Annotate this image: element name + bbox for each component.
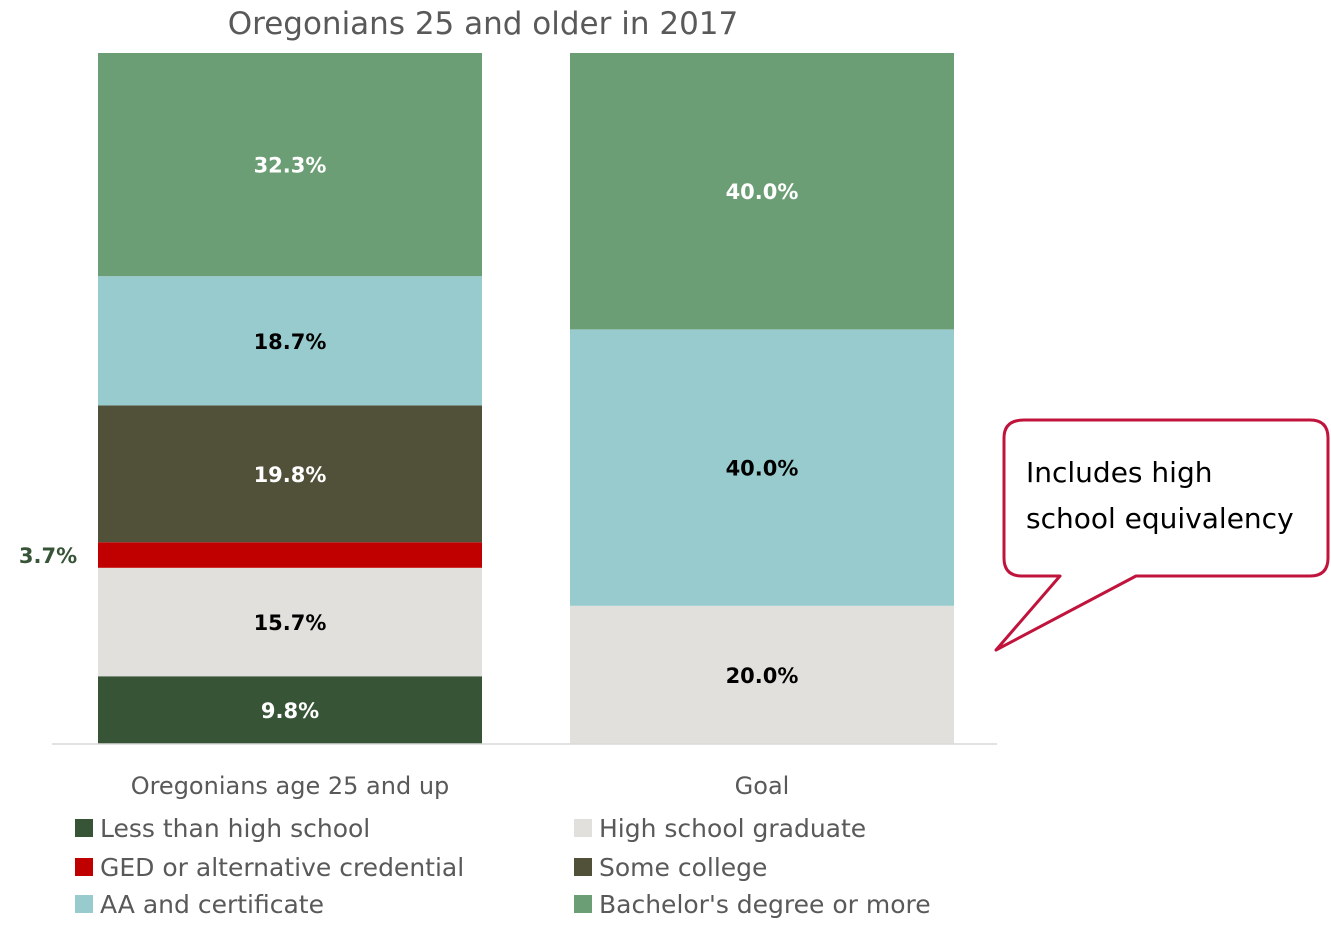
segment-labels-group: 9.8% 15.7% 3.7% 19.8% 18.7% 32.3% 20.0% 40.0% 40… <box>19 154 799 724</box>
legend-label: High school graduate <box>599 814 866 843</box>
legend-label: Some college <box>599 853 767 882</box>
legend-item-some-college: Some college <box>574 853 767 882</box>
legend-item-ged-or-alternative-credential: GED or alternative credential <box>75 853 464 882</box>
chart-title: Oregonians 25 and older in 2017 <box>228 6 739 42</box>
legend-swatch <box>574 819 592 837</box>
legend-label: Less than high school <box>100 814 370 843</box>
bar-0-aa-and-certificate <box>98 276 482 406</box>
callout-text-line1: Includes high <box>1026 456 1212 489</box>
data-label-0-aa-and-certificate: 18.7% <box>254 330 327 354</box>
callout-shape <box>994 418 1330 652</box>
data-label-0-bachelor-s-degree-or-more: 32.3% <box>254 154 327 178</box>
legend-item-high-school-graduate: High school graduate <box>574 814 866 843</box>
legend-label: GED or alternative credential <box>100 853 464 882</box>
legend-swatch <box>574 858 592 876</box>
legend-swatch <box>75 858 93 876</box>
legend-label: Bachelor's degree or more <box>599 890 931 919</box>
data-label-1-aa-and-certificate: 40.0% <box>726 457 799 481</box>
bar-1-bachelor-s-degree-or-more <box>570 53 954 330</box>
category-label-1: Goal <box>735 772 790 800</box>
callout-text-line2: school equivalency <box>1026 502 1294 535</box>
legend-item-less-than-high-school: Less than high school <box>75 814 370 843</box>
bar-1-high-school-graduate <box>570 605 954 744</box>
data-label-1-high-school-graduate: 20.0% <box>726 664 799 688</box>
bars-group <box>98 53 954 744</box>
legend: Less than high school High school graduat… <box>75 814 931 919</box>
bar-1-aa-and-certificate <box>570 329 954 606</box>
bar-0-less-than-high-school <box>98 676 482 744</box>
category-label-0: Oregonians age 25 and up <box>131 772 450 800</box>
bar-0-bachelor-s-degree-or-more <box>98 53 482 277</box>
data-label-1-bachelor-s-degree-or-more: 40.0% <box>726 180 799 204</box>
legend-item-bachelor-s-degree-or-more: Bachelor's degree or more <box>574 890 931 919</box>
bar-0-high-school-graduate <box>98 567 482 677</box>
data-label-0-ged-or-alternative-credential: 3.7% <box>19 544 77 568</box>
data-label-0-some-college: 19.8% <box>254 463 327 487</box>
legend-label: AA and certificate <box>100 890 324 919</box>
category-labels-group: Oregonians age 25 and up Goal <box>131 772 790 800</box>
legend-swatch <box>75 895 93 913</box>
bar-0-ged-or-alternative-credential <box>98 542 482 568</box>
legend-swatch <box>574 895 592 913</box>
legend-swatch <box>75 819 93 837</box>
data-label-0-high-school-graduate: 15.7% <box>254 611 327 635</box>
data-label-0-less-than-high-school: 9.8% <box>261 699 319 723</box>
legend-item-aa-and-certificate: AA and certificate <box>75 890 324 919</box>
bar-0-some-college <box>98 405 482 543</box>
callout: Includes high school equivalency <box>994 418 1330 652</box>
